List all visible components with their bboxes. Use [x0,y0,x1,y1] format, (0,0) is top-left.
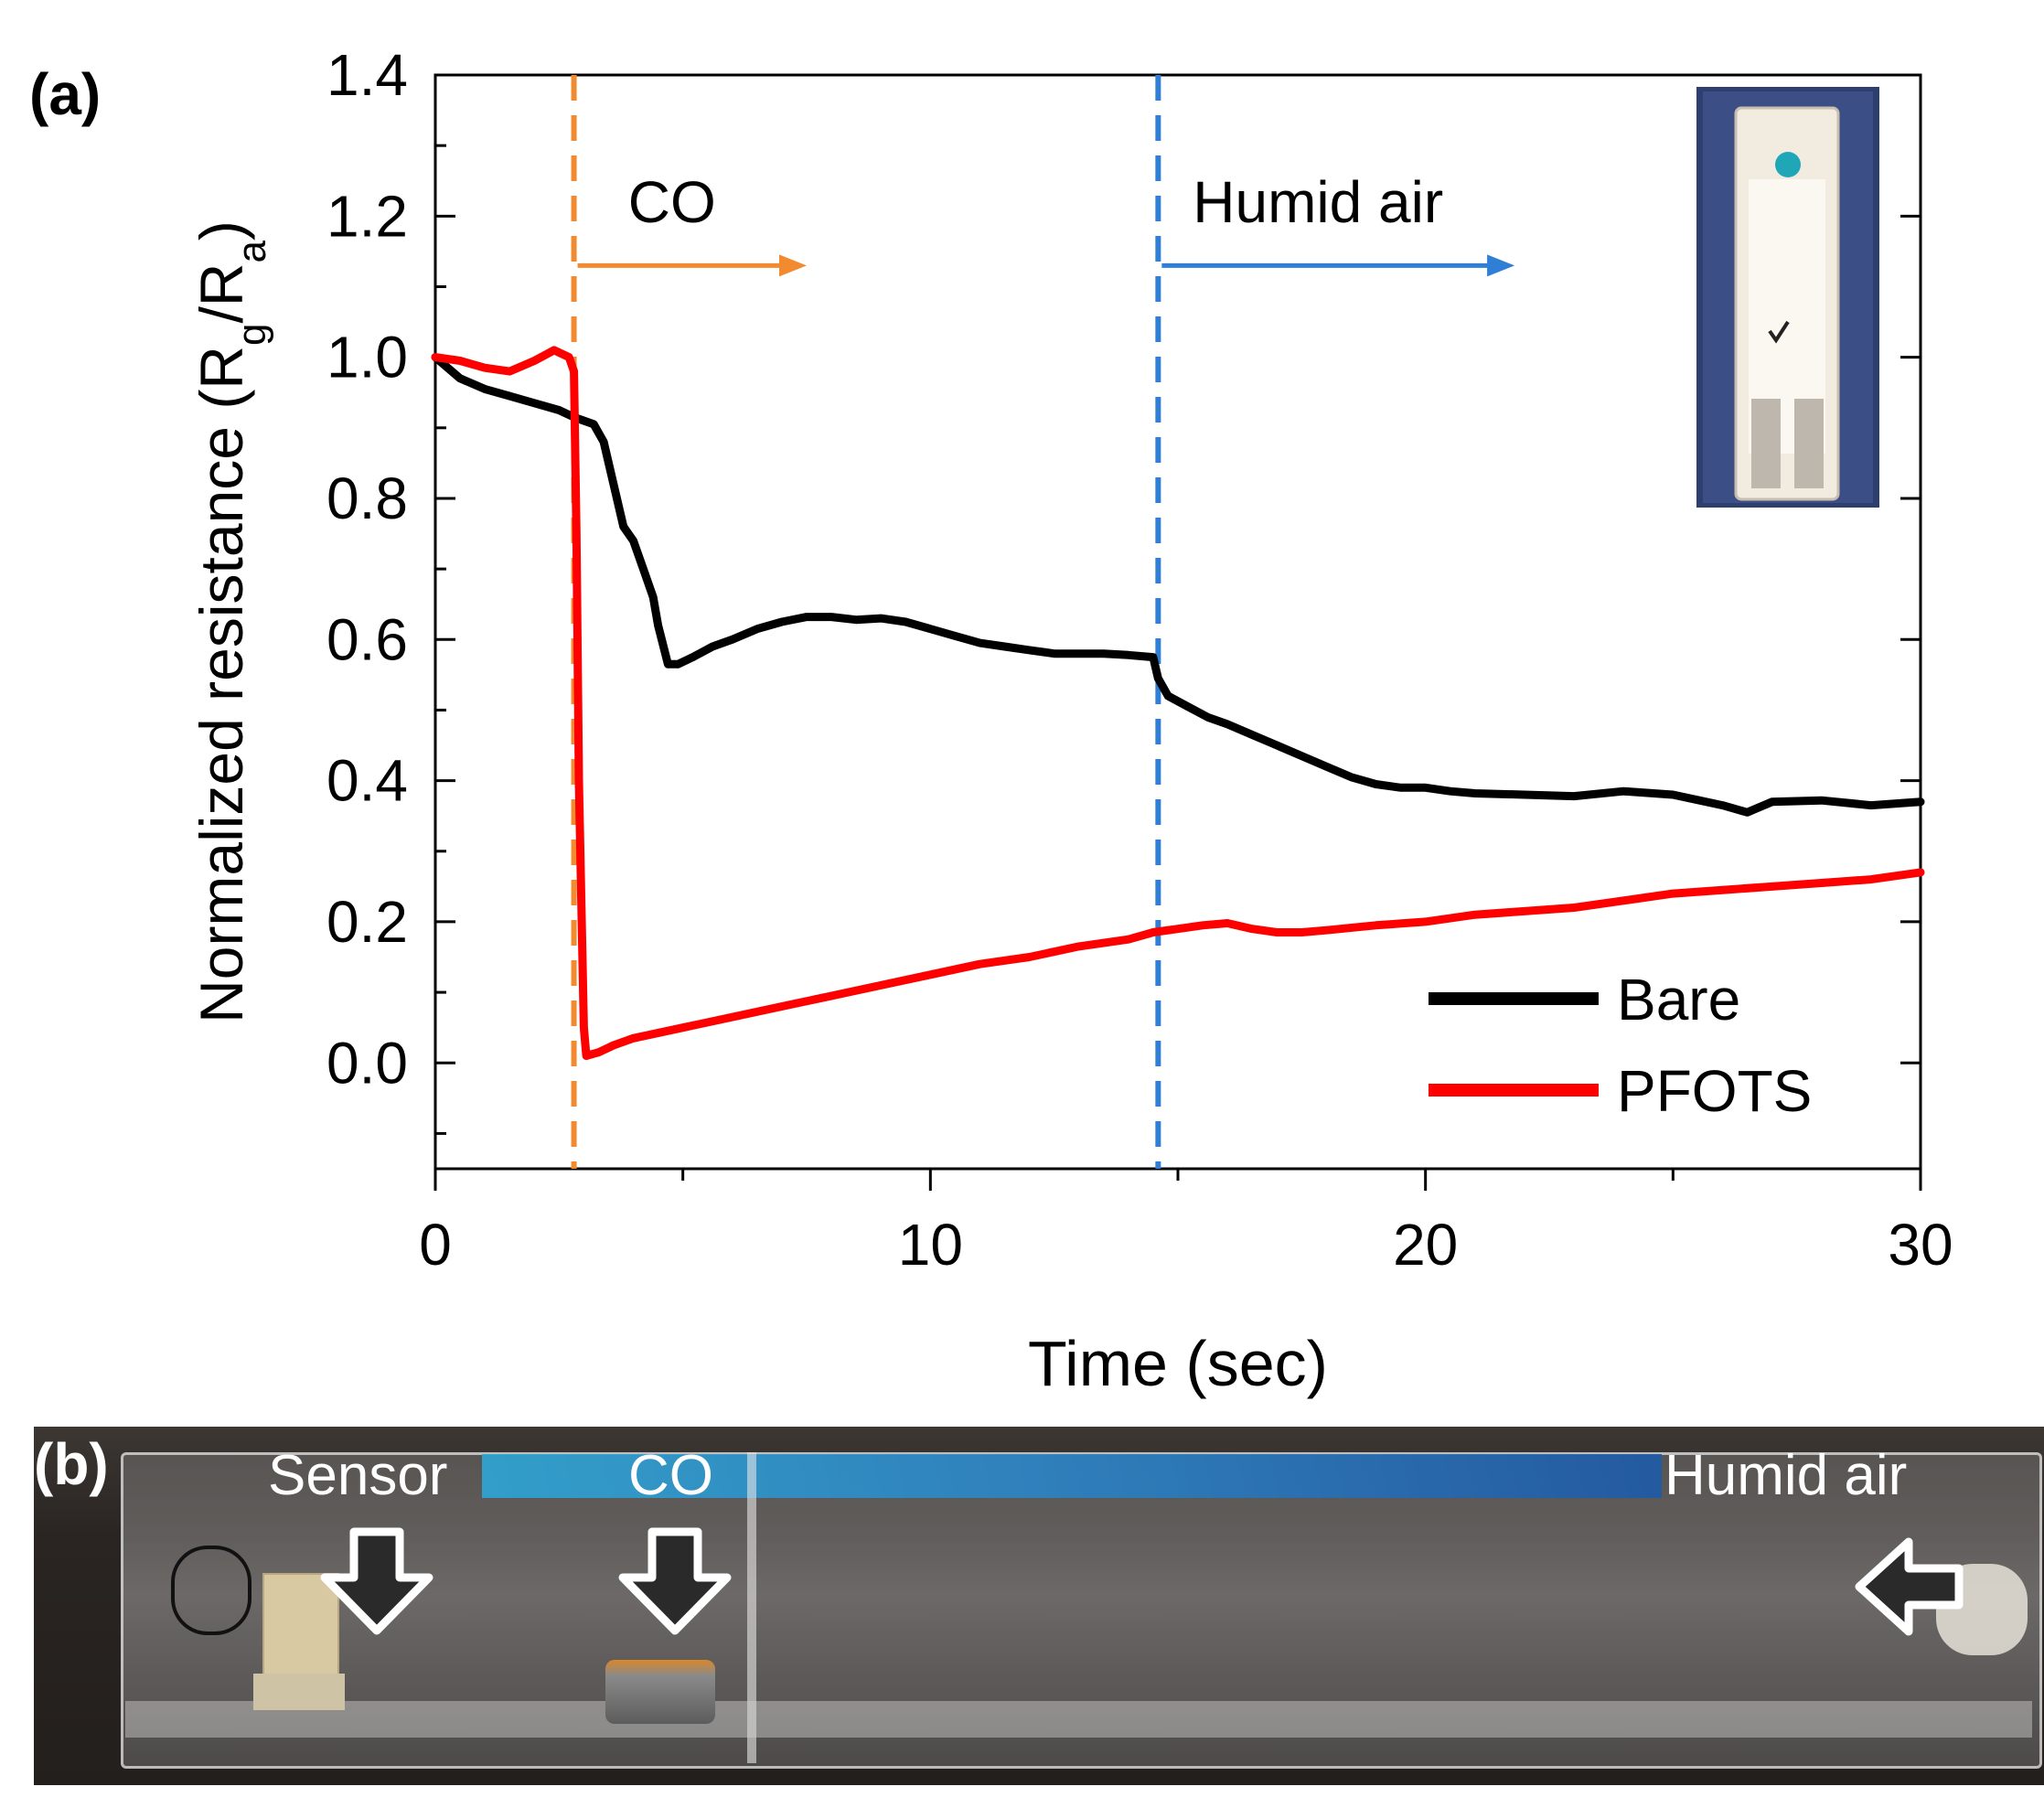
x-tick-label: 30 [1888,1212,1953,1278]
sensor-down-arrow-icon [320,1527,433,1635]
y-tick-label: 0.2 [326,889,408,955]
tank-lid [482,1454,1662,1498]
y-axis: 0.0 0.2 0.4 0.6 0.8 1.0 1.2 1.4 [326,42,1921,1135]
legend: Bare PFOTS [1429,967,1812,1124]
y-axis-label: Normalized resistance (Rg/Ra) [187,220,274,1023]
legend-pfots-label: PFOTS [1617,1058,1812,1124]
y-tick-label: 1.2 [326,183,408,249]
marker-label-1: Humid air [1193,169,1443,235]
chart-panel-a: 0.0 0.2 0.4 0.6 0.8 1.0 1.2 1.4 0 10 20 30 CO Humid… [187,42,1953,1399]
sensor-cable [171,1546,251,1635]
photo-co-label: CO [628,1444,713,1507]
acrylic-tank [121,1452,2042,1769]
x-tick-label: 0 [419,1212,452,1278]
co-source-dish [605,1660,715,1724]
sensor-device [262,1573,339,1686]
sensor-base [253,1674,345,1710]
x-axis-label: Time (sec) [1028,1328,1328,1399]
x-tick-label: 20 [1393,1212,1458,1278]
y-tick-label: 0.4 [326,748,408,814]
y-tick-label: 0.0 [326,1030,408,1096]
vertical-markers: CO Humid air [571,75,1515,1169]
y-tick-label: 1.4 [326,42,408,108]
series-line-bare [431,353,1925,817]
y-tick-label: 0.6 [326,606,408,672]
panel-a-label: (a) [29,61,102,127]
photo-panel-b: (b) Sensor CO Humid air [34,1427,2044,1785]
y-tick-label: 0.8 [326,465,408,531]
panel-b-label: (b) [34,1431,109,1497]
photo-sensor-label: Sensor [268,1444,448,1507]
x-axis: 0 10 20 30 [419,1169,1953,1278]
y-tick-label: 1.0 [326,325,408,390]
legend-bare-label: Bare [1617,967,1740,1032]
humid-air-left-arrow-icon [1855,1537,1964,1636]
inset-sensor-photo [1696,87,1879,508]
tank-floor [125,1701,2032,1738]
co-down-arrow-icon [618,1527,732,1635]
marker-arrowhead-0 [779,254,807,277]
tank-divider [747,1452,756,1763]
marker-label-0: CO [628,169,716,235]
series-line-pfots [431,346,1925,1060]
photo-humid-air-label: Humid air [1664,1444,1908,1507]
marker-arrowhead-1 [1487,254,1515,277]
series-lines [431,346,1925,1060]
x-tick-label: 10 [898,1212,963,1278]
